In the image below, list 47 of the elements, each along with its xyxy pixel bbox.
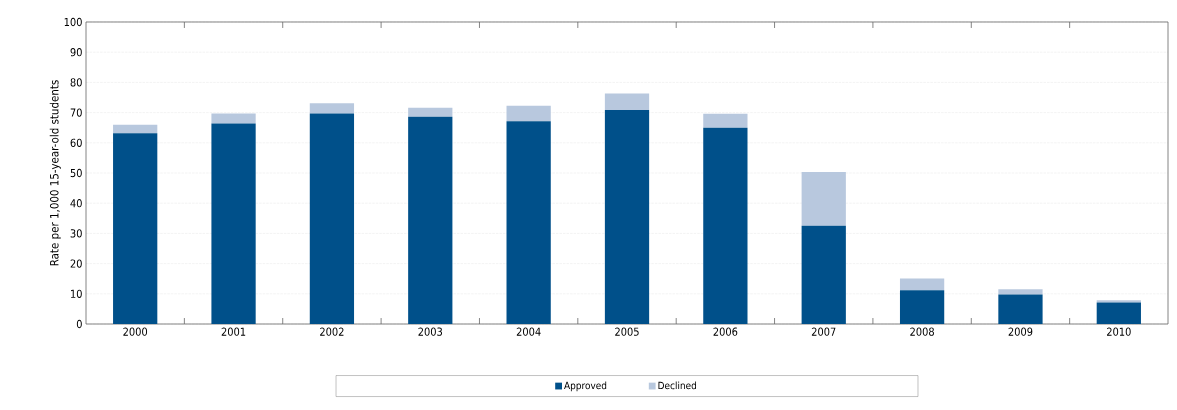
- bar: [113, 124, 158, 134]
- x-tick-label: 2004: [516, 327, 541, 336]
- bar: [899, 278, 945, 291]
- y-tick-label: 30: [70, 229, 82, 238]
- bar: [506, 105, 551, 122]
- bar: [408, 107, 453, 117]
- x-tick-label: 2008: [910, 327, 934, 336]
- x-tick-label: 2007: [811, 327, 836, 336]
- x-tick-label: 2005: [615, 327, 639, 336]
- y-tick-label: 40: [70, 199, 82, 208]
- y-tick-label: 50: [70, 168, 82, 178]
- y-tick-label: 90: [70, 48, 82, 57]
- bar: [899, 290, 945, 324]
- bar: [211, 123, 256, 324]
- bar: [408, 116, 453, 324]
- x-tick-label: 2006: [713, 327, 738, 336]
- legend-label: Declined: [658, 381, 697, 390]
- y-tick-label: 20: [70, 259, 82, 268]
- bar: [998, 294, 1043, 324]
- x-tick-label: 2010: [1107, 327, 1131, 336]
- y-tick-label: 60: [70, 138, 82, 147]
- bar: [998, 289, 1043, 295]
- bar: [309, 113, 355, 324]
- bar: [113, 133, 158, 324]
- x-tick-label: 2002: [320, 327, 344, 336]
- bar: [211, 113, 256, 124]
- x-tick-label: 2000: [123, 327, 148, 336]
- bar: [506, 121, 551, 324]
- bar: [801, 172, 846, 226]
- bar: [703, 127, 748, 324]
- x-tick-label: 2009: [1008, 327, 1033, 336]
- y-tick-label: 70: [70, 108, 82, 117]
- bar: [309, 103, 355, 114]
- y-axis-title: Rate per 1,000 15-year-old students: [49, 80, 61, 266]
- bar: [703, 113, 748, 128]
- bar: [1096, 302, 1141, 324]
- bar: [604, 109, 650, 324]
- y-tick-label: 100: [64, 17, 82, 27]
- bar: [801, 225, 846, 324]
- y-tick-label: 80: [70, 78, 82, 87]
- y-tick-label: 0: [76, 319, 82, 329]
- y-tick-label: 10: [71, 289, 82, 298]
- x-tick-label: 2001: [221, 327, 246, 336]
- x-tick-label: 2003: [418, 327, 443, 336]
- bar: [604, 93, 650, 110]
- legend-label: Approved: [564, 381, 607, 392]
- bar: [1096, 300, 1141, 303]
